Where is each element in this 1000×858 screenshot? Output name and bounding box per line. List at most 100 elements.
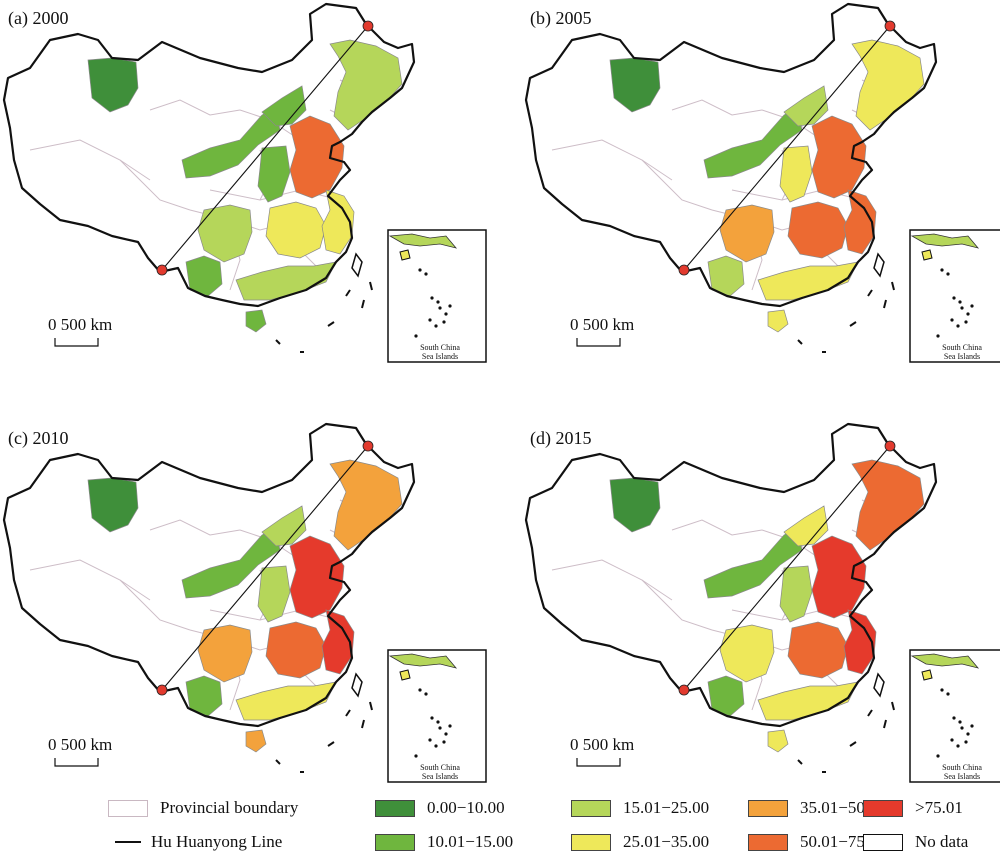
- island-dot: [418, 688, 422, 692]
- province-boundary: [149, 99, 241, 116]
- sea-dash: [275, 759, 281, 765]
- province-boundary: [29, 139, 151, 181]
- province-boundary: [29, 559, 151, 601]
- provincial-boundary-swatch: [108, 799, 148, 817]
- hu-line-endpoint-south: [156, 264, 168, 276]
- hu-line-endpoint-north: [362, 20, 374, 32]
- region-north-china-plain: [811, 115, 867, 199]
- island-dot: [414, 754, 418, 758]
- country-outline: [524, 2, 938, 308]
- class-swatch: [375, 833, 415, 851]
- data-regions: [609, 459, 925, 753]
- legend-label: 25.01−35.00: [623, 832, 710, 851]
- island-dot: [434, 324, 438, 328]
- region-inner-mongolia-east: [261, 85, 307, 127]
- inset-frame: [909, 649, 1000, 783]
- province-boundary: [551, 559, 673, 601]
- hu-line-endpoint-north: [362, 440, 374, 452]
- sea-dash: [327, 741, 335, 747]
- region-central: [265, 621, 327, 679]
- island-dot: [958, 720, 962, 724]
- island-dot: [958, 300, 962, 304]
- inset-hainan: [399, 669, 411, 681]
- inset-label-line-1: South China: [942, 343, 982, 352]
- scale-label: 0 500 km: [48, 735, 112, 754]
- island-dot: [424, 272, 428, 276]
- taiwan-island: [351, 672, 363, 698]
- island-dot: [966, 312, 970, 316]
- sea-dash: [867, 709, 873, 717]
- sea-boundary-dashes: [275, 281, 373, 353]
- island-dot: [438, 726, 442, 730]
- region-shaanxi: [257, 565, 291, 623]
- province-boundary: [119, 579, 191, 631]
- sea-dash: [883, 719, 887, 729]
- sea-boundary-dashes: [797, 281, 895, 353]
- sea-dash: [361, 719, 365, 729]
- island-dot: [424, 692, 428, 696]
- island-dot: [430, 296, 434, 300]
- sea-dash: [797, 339, 803, 345]
- region-central: [787, 621, 849, 679]
- island-dot: [946, 272, 950, 276]
- region-central: [787, 201, 849, 259]
- island-dot: [960, 726, 964, 730]
- legend-label: 10.01−15.00: [427, 832, 514, 851]
- island-dot: [436, 720, 440, 724]
- region-sichuan: [197, 204, 253, 263]
- region-east-coast: [321, 609, 355, 675]
- hu-line-endpoint-north: [884, 20, 896, 32]
- region-hainan: [245, 729, 267, 753]
- region-inner-mongolia-east: [783, 85, 829, 127]
- class-swatch: [571, 833, 611, 851]
- inset-hainan: [399, 249, 411, 261]
- legend-hu-line: Hu Huanyong Line: [115, 830, 282, 854]
- scale-bar-line: [576, 758, 621, 767]
- inset-label-line-2: Sea Islands: [944, 772, 980, 781]
- inset-frame: [387, 649, 487, 783]
- no-data-swatch: [863, 833, 903, 851]
- scale-bar: 0 500 km: [48, 735, 112, 767]
- taiwan-island: [873, 252, 885, 278]
- sea-dash: [345, 289, 351, 297]
- region-north-china-plain: [289, 535, 345, 619]
- inset-coast: [388, 653, 458, 669]
- province-boundary: [551, 139, 673, 181]
- region-east-coast: [321, 189, 355, 255]
- island-dot: [956, 744, 960, 748]
- inset-hainan: [921, 249, 933, 261]
- inset-label-line-1: South China: [942, 763, 982, 772]
- taiwan-island: [351, 252, 363, 278]
- hu-huanyong-line: [161, 445, 369, 691]
- island-dot: [940, 268, 944, 272]
- sea-dash: [361, 299, 365, 309]
- island-dot: [936, 334, 940, 338]
- class-swatch: [863, 799, 903, 817]
- region-hainan: [245, 309, 267, 333]
- sea-dash: [883, 299, 887, 309]
- island-dot: [430, 716, 434, 720]
- island-dot: [428, 738, 432, 742]
- map-panel-2010: 0 500 km South China Sea Islands (c) 2010: [0, 420, 500, 820]
- hu-line-endpoint-north: [884, 440, 896, 452]
- sea-dash: [345, 709, 351, 717]
- legend-label: Provincial boundary: [160, 798, 299, 817]
- scale-bar: 0 500 km: [570, 315, 634, 347]
- sea-dash: [369, 281, 373, 291]
- panel-title: (b) 2005: [530, 8, 592, 28]
- legend-label: >75.01: [915, 798, 963, 817]
- island-dot: [442, 320, 446, 324]
- data-regions: [87, 459, 403, 753]
- island-dot: [418, 268, 422, 272]
- hu-huanyong-line: [683, 25, 891, 271]
- hu-line-endpoint-south: [678, 684, 690, 696]
- region-hainan: [767, 729, 789, 753]
- sea-dash: [849, 321, 857, 327]
- island-dot: [960, 306, 964, 310]
